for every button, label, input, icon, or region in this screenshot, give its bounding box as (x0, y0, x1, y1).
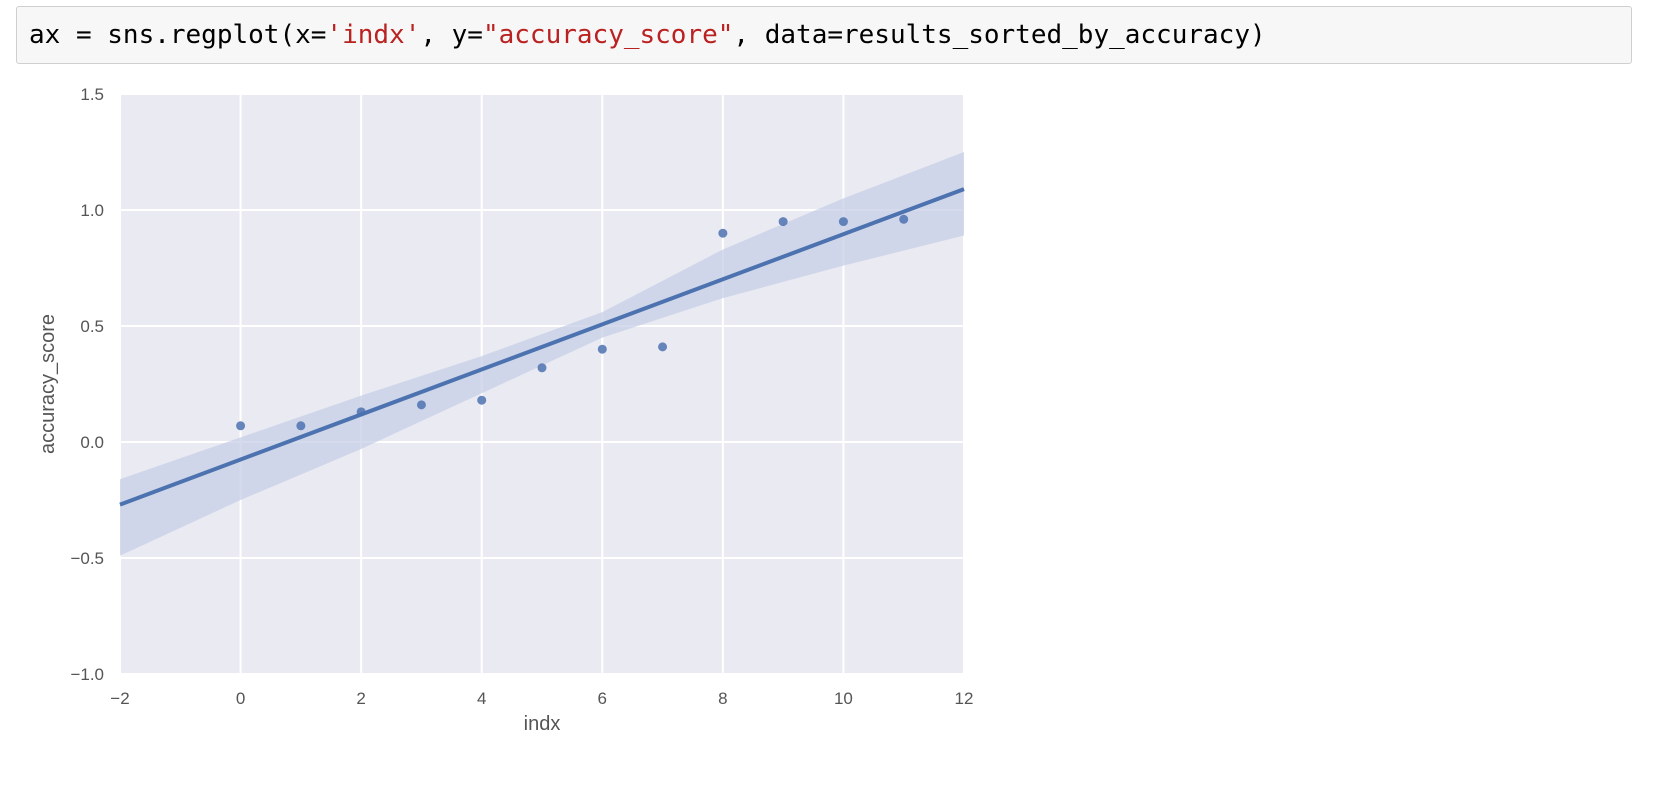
code-token: , data=results_sorted_by_accuracy) (733, 20, 1266, 50)
code-text: ax = sns.regplot(x='indx', y="accuracy_s… (29, 20, 1266, 50)
y-tick-label: 1.5 (80, 85, 104, 104)
scatter-point (416, 400, 426, 410)
scatter-points (236, 214, 909, 431)
code-string-literal: 'indx' (326, 20, 421, 50)
scatter-point (718, 228, 728, 238)
scatter-point (236, 421, 246, 431)
x-tick-label: −2 (110, 689, 129, 708)
code-cell[interactable]: ax = sns.regplot(x='indx', y="accuracy_s… (16, 6, 1632, 64)
code-token: ax = sns.regplot(x= (29, 20, 327, 50)
code-string-literal: "accuracy_score" (482, 20, 734, 50)
regression-line (119, 187, 965, 507)
y-tick-label: 1.0 (80, 201, 104, 220)
y-tick-label: −0.5 (70, 549, 104, 568)
x-tick-label: 2 (356, 689, 365, 708)
y-axis-label: accuracy_score (37, 314, 59, 454)
regplot-chart: −2 0 2 4 6 8 10 12 −1.0 −0.5 0.0 0.5 1.0 1.5 indx ac… (37, 85, 973, 735)
x-tick-label: 8 (718, 689, 727, 708)
scatter-point (296, 421, 306, 431)
y-tick-label: 0.5 (80, 317, 104, 336)
y-tick-label: 0.0 (80, 433, 104, 452)
x-tick-label: 12 (955, 689, 974, 708)
x-tick-label: 6 (598, 689, 607, 708)
scatter-point (537, 363, 547, 373)
chart-container: −2 0 2 4 6 8 10 12 −1.0 −0.5 0.0 0.5 1.0 1.5 indx ac… (0, 64, 1060, 796)
axes-background (120, 94, 964, 674)
y-tick-labels: −1.0 −0.5 0.0 0.5 1.0 1.5 (70, 85, 104, 684)
x-axis-label: indx (524, 713, 561, 735)
x-tick-label: 0 (236, 689, 245, 708)
confidence-band (120, 152, 964, 556)
y-tick-label: −1.0 (70, 665, 104, 684)
scatter-point (597, 344, 607, 354)
x-tick-label: 4 (477, 689, 486, 708)
scatter-point (356, 407, 366, 417)
scatter-point (477, 395, 487, 405)
x-tick-label: 10 (834, 689, 853, 708)
x-tick-labels: −2 0 2 4 6 8 10 12 (110, 689, 973, 708)
code-token: , y= (420, 20, 483, 50)
scatter-point (778, 217, 788, 227)
scatter-point (899, 214, 909, 224)
scatter-point (838, 217, 848, 227)
scatter-point (658, 342, 668, 352)
